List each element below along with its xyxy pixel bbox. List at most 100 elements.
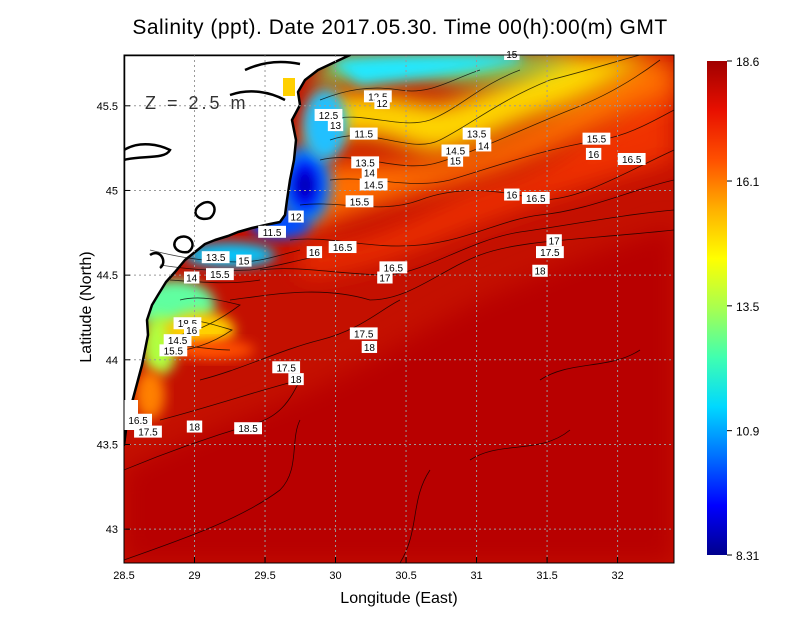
svg-text:14.5: 14.5 (168, 336, 188, 347)
contour-label: 18 (288, 373, 304, 386)
svg-text:14: 14 (364, 169, 376, 180)
svg-text:16: 16 (588, 150, 600, 161)
contour-label: 14 (361, 166, 378, 180)
svg-text:12.5: 12.5 (319, 111, 339, 122)
contour-label: 16 (585, 147, 602, 161)
colorbar: 18.6 16.1 13.5 10.9 8.31 (707, 55, 760, 563)
land-mass (124, 55, 352, 447)
svg-text:17.5: 17.5 (138, 428, 158, 439)
x-tick-label: 31.5 (536, 570, 557, 582)
svg-text:16.5: 16.5 (128, 416, 148, 427)
contour-label: 17.5 (349, 327, 378, 340)
contour-labels: 12.51212.51311.513.51414.515.51211.51616… (124, 48, 646, 439)
y-tick-label: 43.5 (97, 439, 118, 451)
y-tick-label: 45 (106, 185, 118, 197)
svg-text:16.5: 16.5 (333, 243, 353, 254)
colorbar-tick-label: 16.1 (736, 175, 760, 189)
svg-text:15.5: 15.5 (587, 135, 607, 146)
contour-label: 15.5 (582, 132, 611, 146)
contour-label: 13.5 (351, 156, 380, 169)
svg-text:18: 18 (534, 267, 546, 278)
contour-label: 17 (546, 234, 562, 247)
contour-label: 17 (377, 271, 393, 285)
contour-label: 17.5 (535, 246, 564, 259)
contour-label: 12 (374, 97, 390, 110)
contour-label: 16.5 (379, 261, 408, 274)
svg-text:16: 16 (506, 191, 518, 202)
svg-text:16: 16 (309, 248, 321, 259)
colorbar-gradient (707, 61, 727, 555)
colorbar-tick-label: 18.6 (736, 55, 760, 69)
contour-label: 18 (186, 420, 203, 434)
y-tick-label: 44 (106, 355, 118, 367)
svg-text:17.5: 17.5 (354, 329, 374, 340)
contour-label: 16.5 (328, 241, 357, 254)
svg-text:13.5: 13.5 (467, 130, 487, 141)
contour-label: 16 (183, 324, 200, 337)
x-axis-ticks: 28.5 29 29.5 30 30.5 31 31.5 32 (113, 557, 624, 582)
svg-text:16.5: 16.5 (384, 263, 404, 274)
contour-label: 15.5 (205, 268, 234, 281)
svg-text:12: 12 (377, 99, 389, 110)
colorbar-tick-label: 10.9 (736, 425, 760, 439)
svg-text:18: 18 (364, 343, 376, 354)
contour-label: 14 (183, 271, 200, 285)
x-tick-label: 30.5 (395, 570, 416, 582)
contour-label: 18 (532, 264, 548, 278)
depth-label: Z = 2.5 m (145, 93, 249, 113)
svg-text:15.5: 15.5 (350, 197, 370, 208)
svg-text:12: 12 (290, 213, 302, 224)
chart-title: Salinity (ppt). Date 2017.05.30. Time 00… (132, 16, 668, 39)
colorbar-ticks: 18.6 16.1 13.5 10.9 8.31 (727, 55, 760, 563)
contour-label: 12.5 (314, 108, 343, 122)
contour-label: 13.5 (462, 127, 491, 141)
contour-label: 16 (504, 188, 520, 202)
colorbar-tick-label: 13.5 (736, 300, 760, 314)
contour-label: 16.5 (124, 413, 153, 427)
contour-label: 16.5 (617, 152, 646, 166)
svg-text:17: 17 (549, 236, 561, 247)
contour-label: 15.5 (345, 195, 374, 208)
contour-label: 15 (236, 254, 252, 268)
x-tick-label: 29.5 (254, 570, 275, 582)
contour-label: 14.5 (163, 334, 192, 347)
svg-text:15.5: 15.5 (210, 270, 230, 281)
contour-label: 14 (475, 139, 492, 152)
svg-text:14: 14 (186, 274, 198, 285)
svg-text:13: 13 (330, 121, 342, 132)
contour-label: 16.5 (521, 191, 550, 205)
svg-text:14.5: 14.5 (446, 147, 466, 158)
y-tick-label: 44.5 (97, 270, 118, 282)
x-tick-label: 31 (470, 570, 482, 582)
svg-text:18: 18 (290, 375, 302, 386)
contour-label: 12 (288, 210, 304, 224)
svg-text:16.5: 16.5 (526, 194, 546, 205)
colorbar-tick-label: 8.31 (736, 549, 760, 563)
svg-text:16.5: 16.5 (622, 155, 642, 166)
svg-text:15: 15 (238, 257, 250, 268)
x-axis-label: Longitude (East) (340, 590, 458, 607)
salinity-field (124, 55, 674, 563)
y-axis-label: Latitude (North) (78, 251, 95, 363)
contour-label: 11.5 (349, 127, 378, 141)
svg-text:15.5: 15.5 (164, 346, 184, 357)
contour-label: 17.5 (134, 425, 162, 439)
svg-text:11.5: 11.5 (354, 130, 373, 141)
x-tick-label: 30 (329, 570, 341, 582)
svg-text:16: 16 (186, 326, 198, 337)
contour-label: 11.5 (258, 225, 286, 239)
y-axis-ticks: 43 43.5 44 44.5 45 45.5 (97, 101, 130, 536)
svg-text:17.5: 17.5 (276, 363, 296, 374)
svg-text:13.5: 13.5 (355, 158, 375, 169)
y-tick-label: 45.5 (97, 101, 118, 113)
contour-label: 13 (327, 119, 344, 132)
contour-label: 17.5 (272, 361, 301, 374)
contour-label: 15.5 (159, 344, 188, 357)
contour-label: 14.5 (359, 178, 388, 191)
contour-label: 15 (447, 154, 464, 168)
svg-text:18.5: 18.5 (238, 424, 258, 435)
svg-text:14.5: 14.5 (364, 180, 384, 191)
contour-label: 14.5 (441, 144, 470, 158)
svg-text:18: 18 (189, 423, 201, 434)
